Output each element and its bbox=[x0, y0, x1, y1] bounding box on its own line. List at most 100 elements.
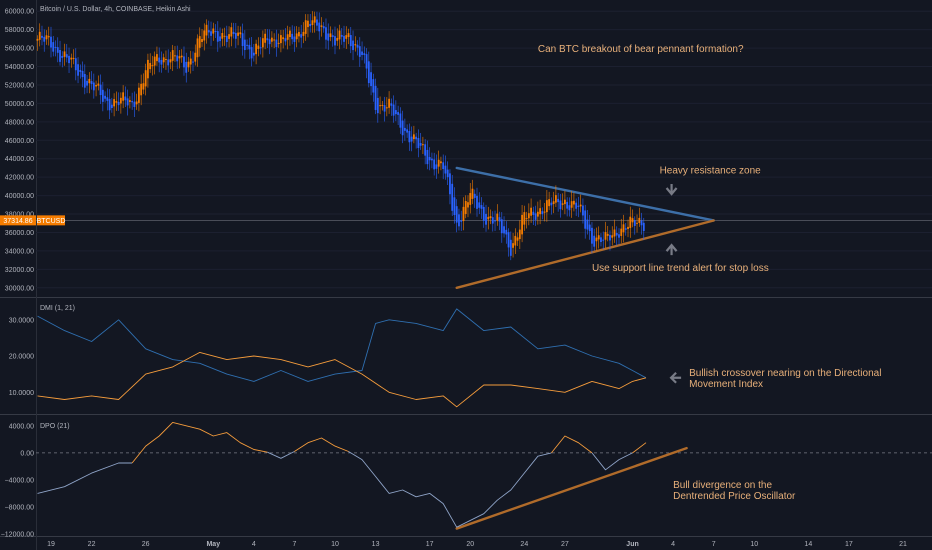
candle-body[interactable] bbox=[313, 16, 316, 23]
candle-body[interactable] bbox=[426, 149, 429, 165]
candle-body[interactable] bbox=[442, 162, 445, 170]
candle-body[interactable] bbox=[307, 20, 309, 28]
candle-body[interactable] bbox=[133, 101, 136, 107]
candle-body[interactable] bbox=[629, 216, 632, 228]
candle-body[interactable] bbox=[521, 214, 523, 235]
candle-body[interactable] bbox=[424, 144, 427, 156]
candle-body[interactable] bbox=[113, 99, 116, 107]
candle-body[interactable] bbox=[169, 59, 172, 63]
candle-body[interactable] bbox=[322, 26, 325, 29]
candle-body[interactable] bbox=[167, 59, 170, 66]
candle-body[interactable] bbox=[640, 220, 643, 226]
candle-body[interactable] bbox=[460, 220, 463, 222]
candle-body[interactable] bbox=[59, 49, 61, 62]
candle-body[interactable] bbox=[588, 224, 591, 232]
candle-body[interactable] bbox=[455, 206, 458, 223]
candle-body[interactable] bbox=[633, 220, 636, 226]
candle-body[interactable] bbox=[81, 70, 84, 78]
candle-body[interactable] bbox=[43, 36, 46, 42]
candle-body[interactable] bbox=[394, 110, 397, 115]
candle-body[interactable] bbox=[293, 36, 296, 42]
candle-body[interactable] bbox=[392, 104, 395, 116]
candle-body[interactable] bbox=[203, 30, 206, 41]
candle-body[interactable] bbox=[609, 234, 611, 241]
candle-body[interactable] bbox=[268, 39, 271, 45]
candle-body[interactable] bbox=[183, 56, 185, 68]
candle-body[interactable] bbox=[376, 97, 379, 114]
candle-body[interactable] bbox=[541, 211, 544, 215]
candle-body[interactable] bbox=[135, 101, 138, 105]
candle-body[interactable] bbox=[68, 55, 70, 64]
candle-body[interactable] bbox=[532, 211, 535, 215]
candle-body[interactable] bbox=[491, 217, 494, 224]
candle-body[interactable] bbox=[259, 47, 262, 49]
candle-body[interactable] bbox=[160, 60, 163, 65]
candle-body[interactable] bbox=[340, 34, 343, 37]
candle-body[interactable] bbox=[415, 136, 418, 140]
candle-body[interactable] bbox=[176, 55, 179, 62]
candle-body[interactable] bbox=[205, 24, 208, 36]
candle-body[interactable] bbox=[586, 219, 589, 230]
candle-body[interactable] bbox=[140, 83, 143, 96]
candle-body[interactable] bbox=[198, 36, 201, 48]
candle-body[interactable] bbox=[63, 51, 66, 57]
candle-body[interactable] bbox=[72, 57, 75, 59]
candle-body[interactable] bbox=[582, 205, 584, 216]
candle-body[interactable] bbox=[336, 37, 339, 41]
candle-body[interactable] bbox=[230, 27, 233, 37]
candle-body[interactable] bbox=[354, 44, 357, 46]
candle-body[interactable] bbox=[523, 212, 526, 225]
candle-body[interactable] bbox=[349, 35, 352, 47]
candle-body[interactable] bbox=[178, 56, 181, 59]
candle-body[interactable] bbox=[437, 159, 440, 167]
candle-body[interactable] bbox=[320, 25, 323, 27]
candle-body[interactable] bbox=[516, 237, 519, 241]
candle-body[interactable] bbox=[417, 138, 420, 149]
candle-body[interactable] bbox=[503, 226, 505, 234]
candle-body[interactable] bbox=[286, 34, 289, 40]
candle-body[interactable] bbox=[388, 98, 390, 108]
candle-body[interactable] bbox=[356, 44, 359, 48]
candle-body[interactable] bbox=[147, 59, 149, 79]
candle-body[interactable] bbox=[192, 61, 194, 63]
candle-body[interactable] bbox=[403, 127, 406, 131]
candle-body[interactable] bbox=[108, 99, 111, 111]
candle-body[interactable] bbox=[255, 43, 258, 55]
candle-body[interactable] bbox=[47, 36, 50, 38]
candle-body[interactable] bbox=[469, 193, 472, 205]
candle-body[interactable] bbox=[518, 229, 521, 240]
candle-body[interactable] bbox=[548, 199, 551, 207]
candle-body[interactable] bbox=[239, 32, 242, 35]
candle-body[interactable] bbox=[45, 35, 48, 40]
candle-body[interactable] bbox=[564, 199, 566, 205]
candle-body[interactable] bbox=[602, 239, 605, 241]
candle-body[interactable] bbox=[196, 38, 199, 58]
candle-body[interactable] bbox=[115, 101, 118, 103]
candle-body[interactable] bbox=[494, 220, 496, 222]
candle-body[interactable] bbox=[500, 219, 503, 234]
candle-body[interactable] bbox=[595, 237, 598, 242]
candle-body[interactable] bbox=[473, 193, 476, 198]
candle-body[interactable] bbox=[282, 37, 285, 40]
candle-body[interactable] bbox=[471, 188, 474, 199]
candle-body[interactable] bbox=[327, 33, 330, 41]
candle-body[interactable] bbox=[611, 235, 614, 238]
candle-body[interactable] bbox=[476, 195, 478, 209]
candle-body[interactable] bbox=[122, 92, 125, 101]
candle-body[interactable] bbox=[458, 214, 460, 227]
candle-body[interactable] bbox=[577, 205, 580, 208]
candle-body[interactable] bbox=[101, 89, 104, 102]
candle-body[interactable] bbox=[636, 222, 638, 224]
candle-body[interactable] bbox=[289, 30, 291, 38]
candle-body[interactable] bbox=[478, 202, 481, 208]
candle-body[interactable] bbox=[185, 61, 188, 73]
candle-body[interactable] bbox=[431, 158, 433, 161]
candle-body[interactable] bbox=[77, 64, 79, 76]
candle-body[interactable] bbox=[61, 55, 64, 58]
candle-body[interactable] bbox=[615, 233, 618, 236]
candle-body[interactable] bbox=[372, 79, 375, 93]
candle-body[interactable] bbox=[295, 33, 298, 40]
candle-body[interactable] bbox=[642, 222, 645, 231]
candle-body[interactable] bbox=[128, 100, 131, 102]
candle-body[interactable] bbox=[194, 52, 197, 62]
